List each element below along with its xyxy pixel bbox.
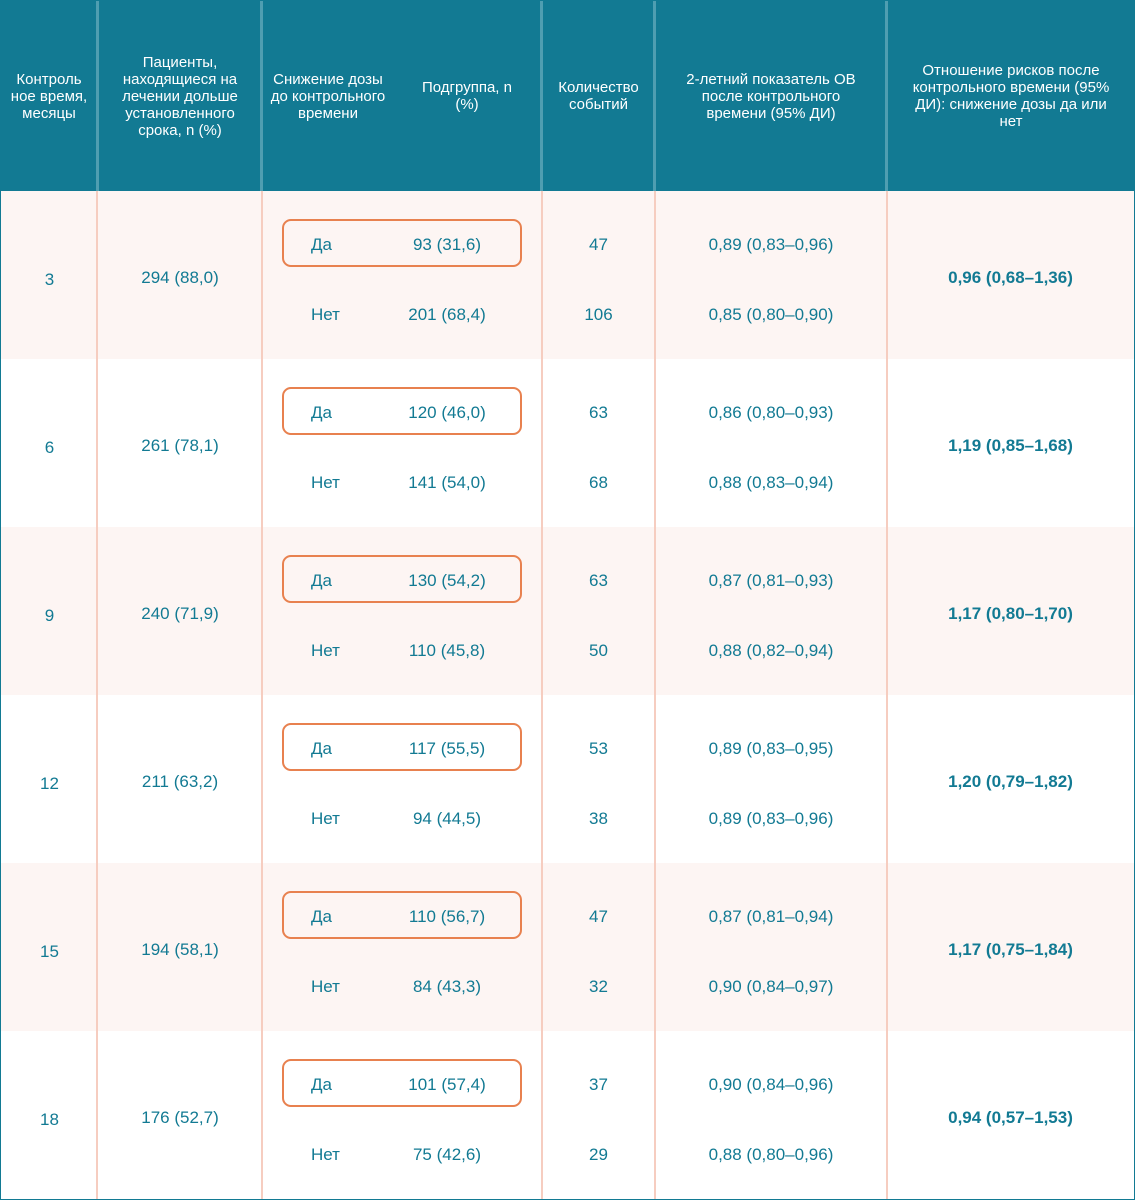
events-yes: 47 [589,235,608,254]
subgroup-yes: 130 (54,2) [408,571,486,590]
dose-reduction-yes: Да [311,739,332,758]
control-time: 3 [44,270,55,289]
control-time: 6 [44,438,55,457]
subgroup-no: 141 (54,0) [408,473,486,492]
dose-reduction-highlight [282,723,522,771]
os-rate-no: 0,90 (0,84–0,97) [708,977,834,996]
os-rate-no: 0,88 (0,80–0,96) [708,1145,834,1164]
subgroup-yes: 110 (56,7) [408,907,486,926]
os-rate-yes: 0,90 (0,84–0,96) [708,1075,834,1094]
patients-count: 211 (63,2) [141,772,219,791]
table-row: 15 194 (58,1) Да 110 (56,7) 47 0,87 (0,8… [1,863,1134,1031]
subgroup-no: 84 (43,3) [412,977,482,996]
table-row: 12 211 (63,2) Да 117 (55,5) 53 0,89 (0,8… [1,695,1134,863]
os-rate-yes: 0,87 (0,81–0,94) [708,907,834,926]
patients-count: 261 (78,1) [141,436,219,455]
dose-reduction-highlight [282,891,522,939]
subgroup-yes: 117 (55,5) [408,739,486,758]
column-divider [96,191,98,1199]
control-time: 15 [40,942,59,961]
table-row: 18 176 (52,7) Да 101 (57,4) 37 0,90 (0,8… [1,1031,1134,1199]
dose-reduction-highlight [282,1059,522,1107]
patients-count: 176 (52,7) [141,1108,219,1127]
header-dose-reduction: Снижение дозы до контрольного времени [270,70,386,122]
hazard-ratio: 1,17 (0,80–1,70) [948,604,1073,623]
events-yes: 63 [589,571,608,590]
events-no: 32 [589,977,608,996]
hazard-ratio: 0,96 (0,68–1,36) [948,268,1073,287]
header-control-time: Контроль ное время, месяцы [10,70,88,122]
os-rate-no: 0,85 (0,80–0,90) [708,305,834,324]
dose-reduction-yes: Да [311,1075,332,1094]
dose-reduction-highlight [282,387,522,435]
events-yes: 47 [589,907,608,926]
table-body: 3 294 (88,0) Да 93 (31,6) 47 0,89 (0,83–… [1,191,1134,1199]
os-rate-no: 0,88 (0,82–0,94) [708,641,834,660]
subgroup-no: 201 (68,4) [408,305,486,324]
events-yes: 37 [589,1075,608,1094]
dose-reduction-yes: Да [311,235,332,254]
events-no: 68 [589,473,608,492]
dose-reduction-no: Нет [311,1145,340,1164]
os-rate-no: 0,89 (0,83–0,96) [708,809,834,828]
column-divider [261,191,263,1199]
header-divider [260,1,263,191]
events-no: 106 [584,305,613,324]
header-divider [885,1,888,191]
dose-reduction-no: Нет [311,641,340,660]
os-rate-no: 0,88 (0,83–0,94) [708,473,834,492]
dose-reduction-no: Нет [311,473,340,492]
table-row: 3 294 (88,0) Да 93 (31,6) 47 0,89 (0,83–… [1,191,1134,359]
patients-count: 194 (58,1) [141,940,219,959]
os-rate-yes: 0,89 (0,83–0,95) [708,739,834,758]
control-time: 18 [40,1110,59,1129]
subgroup-yes: 120 (46,0) [408,403,486,422]
subgroup-no: 75 (42,6) [412,1145,482,1164]
patients-count: 294 (88,0) [141,268,219,287]
os-rate-yes: 0,86 (0,80–0,93) [708,403,834,422]
hazard-ratio: 1,17 (0,75–1,84) [948,940,1073,959]
column-divider [654,191,656,1199]
header-events: Количество событий [558,79,639,113]
control-time: 12 [40,774,59,793]
header-hazard-ratio: Отношение рисков после контрольного врем… [912,62,1110,130]
column-divider [886,191,888,1199]
dose-reduction-highlight [282,555,522,603]
subgroup-yes: 93 (31,6) [412,235,482,254]
hazard-ratio: 0,94 (0,57–1,53) [948,1108,1073,1127]
subgroup-no: 110 (45,8) [408,641,486,660]
table-header: Контроль ное время, месяцы Пациенты, нах… [1,1,1134,191]
hazard-ratio: 1,20 (0,79–1,82) [948,772,1073,791]
control-time: 9 [44,606,55,625]
dose-reduction-yes: Да [311,403,332,422]
hazard-ratio: 1,19 (0,85–1,68) [948,436,1073,455]
header-subgroup: Подгруппа, n (%) [422,79,512,113]
table-row: 6 261 (78,1) Да 120 (46,0) 63 0,86 (0,80… [1,359,1134,527]
dose-reduction-highlight [282,219,522,267]
events-no: 50 [589,641,608,660]
header-os-rate: 2-летний показатель ОВ после контрольног… [686,70,856,122]
dose-reduction-no: Нет [311,977,340,996]
dose-reduction-yes: Да [311,571,332,590]
header-divider [653,1,656,191]
dose-reduction-no: Нет [311,809,340,828]
os-rate-yes: 0,87 (0,81–0,93) [708,571,834,590]
dose-reduction-no: Нет [311,305,340,324]
header-patients: Пациенты, находящиеся на лечении дольше … [122,53,238,139]
header-divider [540,1,543,191]
subgroup-yes: 101 (57,4) [408,1075,486,1094]
events-yes: 53 [589,739,608,758]
subgroup-no: 94 (44,5) [412,809,482,828]
patients-count: 240 (71,9) [141,604,219,623]
os-rate-yes: 0,89 (0,83–0,96) [708,235,834,254]
header-divider [96,1,99,191]
dose-reduction-yes: Да [311,907,332,926]
events-yes: 63 [589,403,608,422]
events-no: 38 [589,809,608,828]
column-divider [541,191,543,1199]
table-row: 9 240 (71,9) Да 130 (54,2) 63 0,87 (0,81… [1,527,1134,695]
events-no: 29 [589,1145,608,1164]
